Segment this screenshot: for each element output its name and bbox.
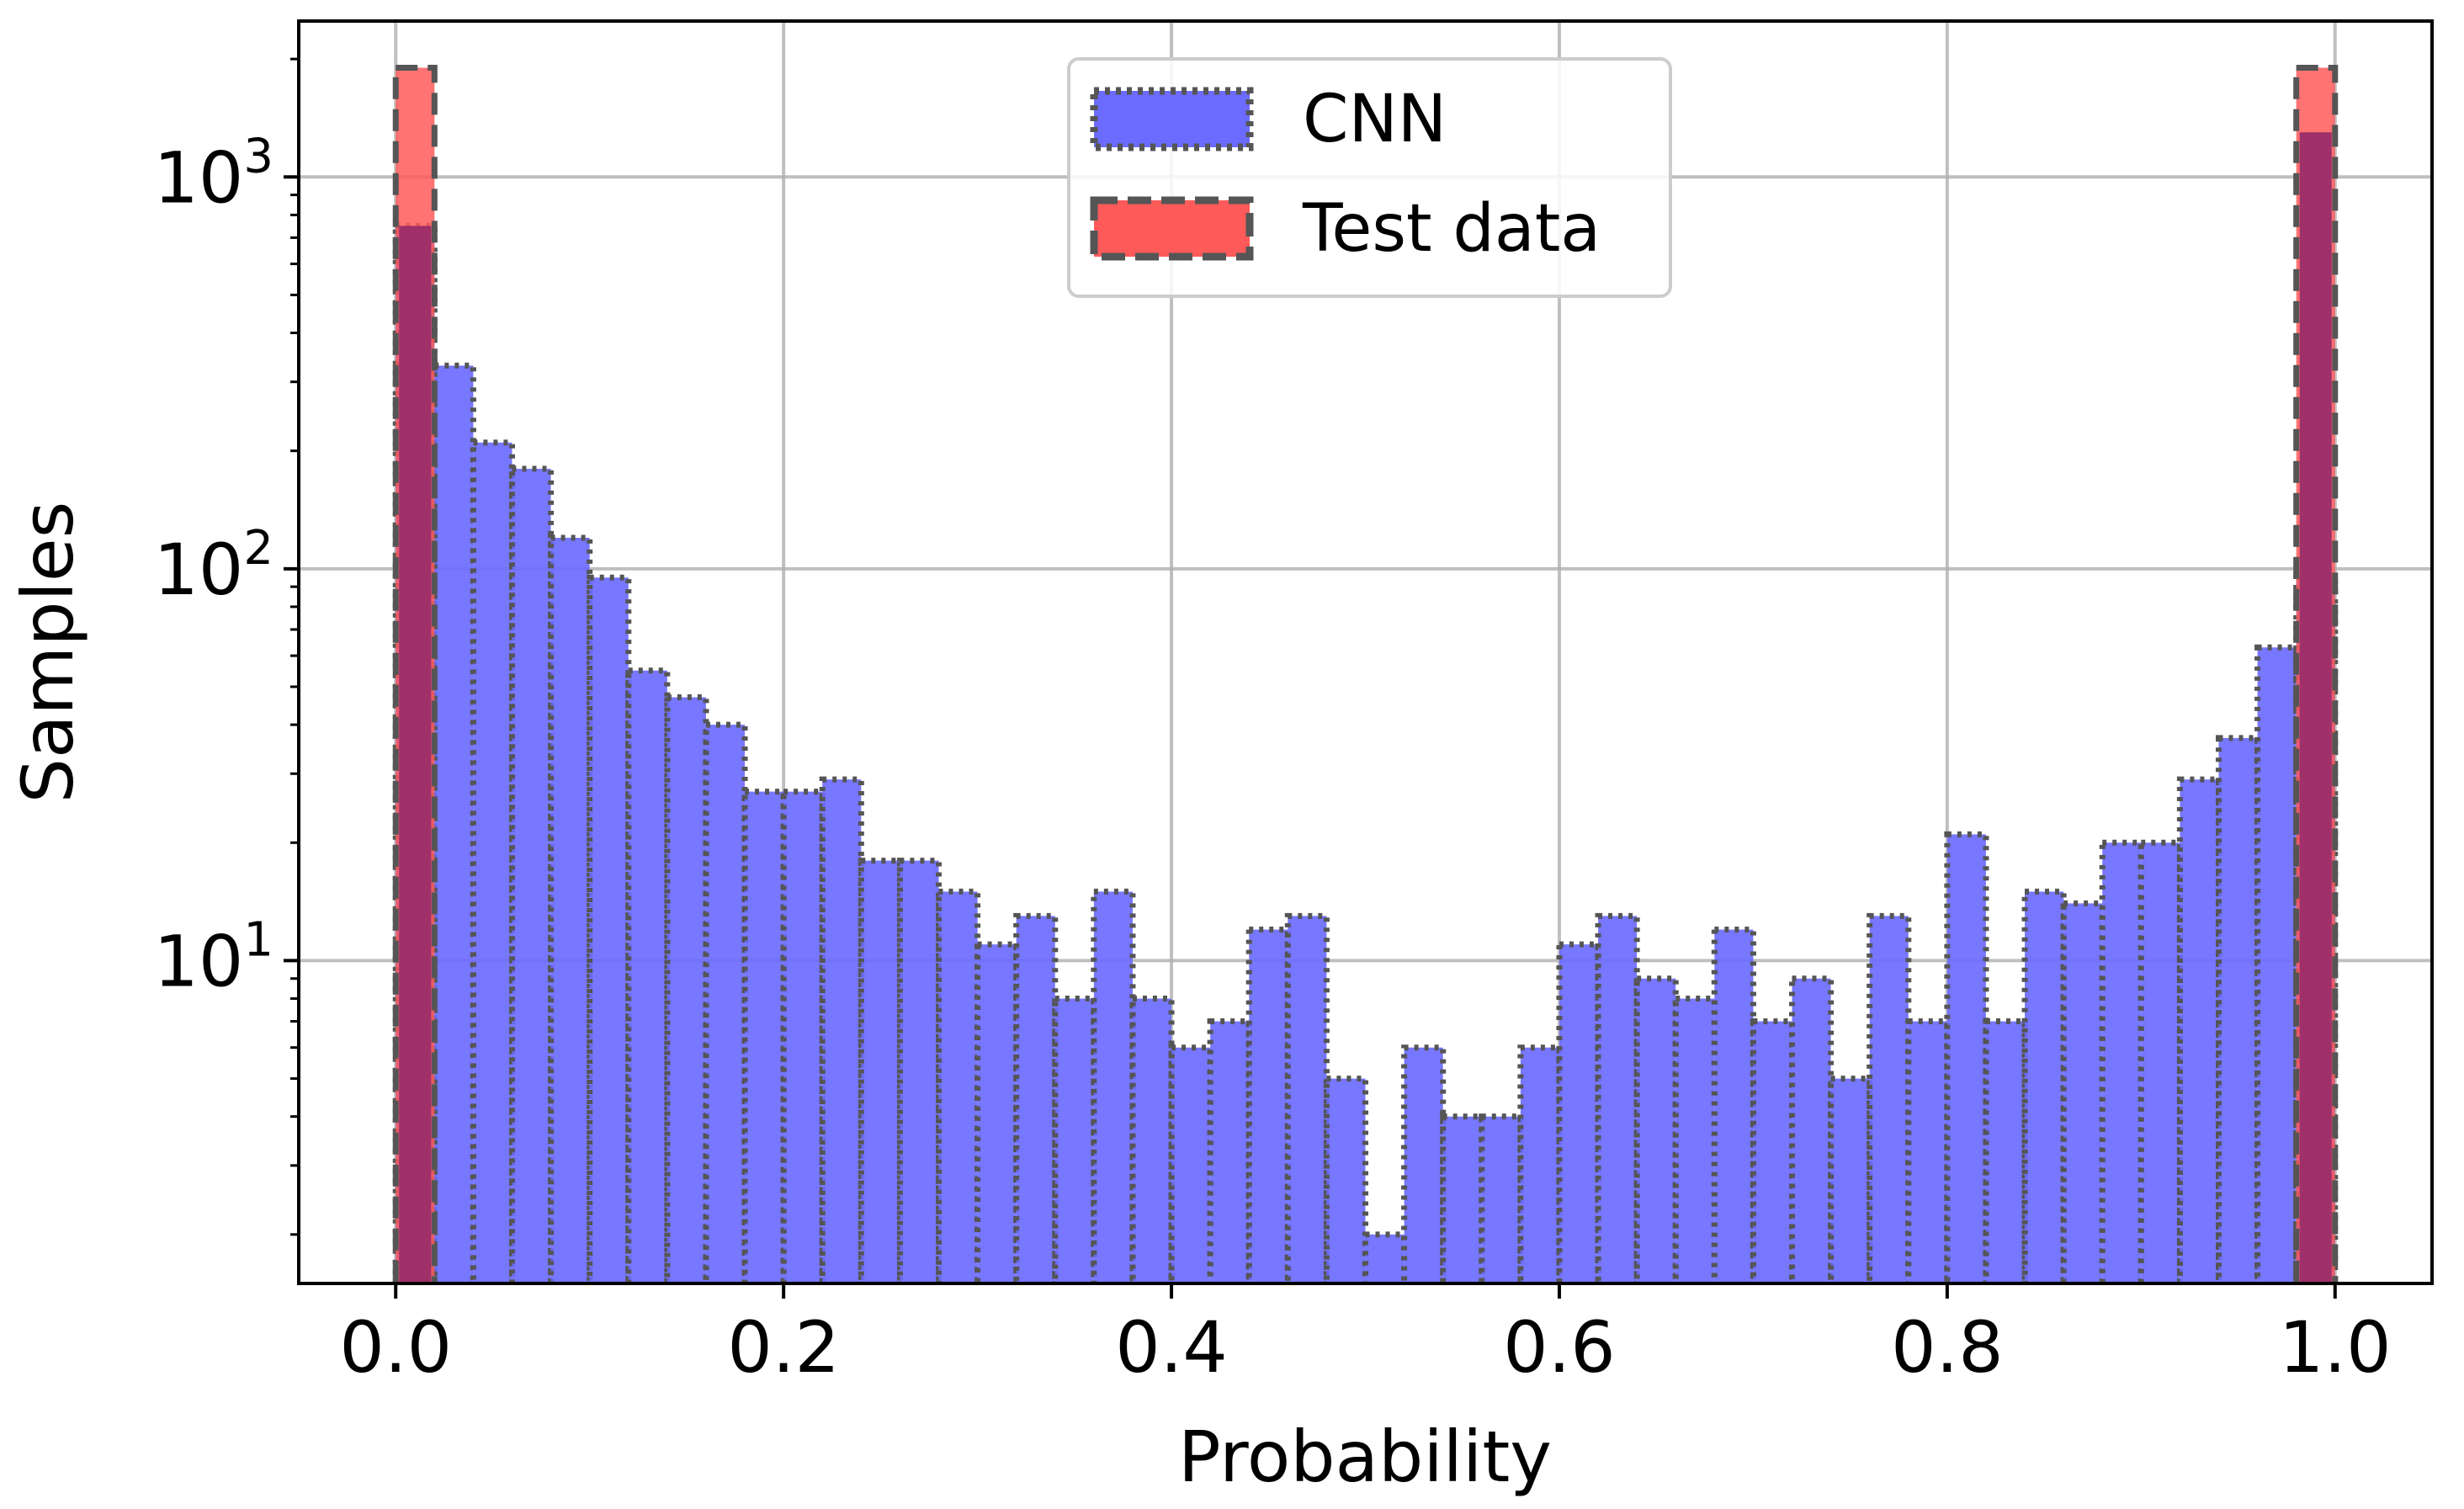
cnn-bar	[2254, 644, 2300, 1283]
cnn-bar	[664, 694, 709, 1283]
cnn-bar	[1633, 975, 1679, 1283]
y-tick-label: 101	[153, 912, 273, 1002]
cnn-bar	[1013, 912, 1059, 1283]
cnn-bar	[1944, 831, 1989, 1283]
cnn-bar	[780, 789, 826, 1283]
cnn-bar	[1129, 996, 1175, 1283]
cnn-bar	[1905, 1018, 1951, 1283]
overlap-bar	[399, 226, 432, 1283]
cnn-bar	[1440, 1113, 1485, 1283]
cnn-bar	[470, 439, 516, 1283]
cnn-bar	[2176, 776, 2222, 1283]
cnn-bar	[1517, 1044, 1563, 1283]
cnn-bar	[896, 858, 942, 1283]
x-tick-label: 0.6	[1503, 1306, 1616, 1389]
cnn-bar	[1091, 888, 1136, 1283]
y-tick-label: 103	[153, 129, 273, 219]
x-tick-label: 1.0	[2279, 1306, 2392, 1389]
cnn-bar	[858, 858, 903, 1283]
cnn-bar	[1284, 912, 1330, 1283]
x-tick-label: 0.0	[339, 1306, 452, 1389]
plot-frame	[297, 19, 2434, 1285]
cnn-bar	[1789, 975, 1835, 1283]
cnn-bar	[587, 574, 632, 1283]
cnn-bar	[1479, 1113, 1524, 1283]
legend: CNN Test data	[1067, 57, 1672, 298]
legend-label-test-data: Test data	[1302, 191, 1601, 267]
cnn-bar	[1595, 912, 1640, 1283]
x-axis-title: Probability	[1178, 1416, 1552, 1498]
cnn-bar	[1828, 1076, 1873, 1283]
ticks-layer: 0.0 0.2 0.4 0.6 0.8 1.0 101 102 103	[153, 57, 2392, 1389]
cnn-bar	[1362, 1231, 1408, 1283]
legend-label-cnn: CNN	[1303, 82, 1447, 157]
cnn-bar	[2216, 735, 2261, 1283]
cnn-bar	[1750, 1018, 1796, 1283]
cnn-bar	[2060, 900, 2106, 1283]
cnn-bar	[703, 721, 748, 1283]
cnn-bar	[1556, 941, 1601, 1283]
cnn-bar	[1207, 1018, 1252, 1283]
cnn-bar	[2137, 839, 2183, 1283]
cnn-bar	[974, 941, 1020, 1283]
cnn-bar	[1168, 1044, 1213, 1283]
cnn-bar	[1245, 927, 1291, 1283]
cnn-bar	[431, 362, 476, 1283]
x-tick-label: 0.2	[727, 1306, 840, 1389]
cnn-bar	[1711, 927, 1756, 1283]
cnn-bar	[625, 667, 671, 1283]
cnn-bar	[2099, 839, 2144, 1283]
cnn-bar	[936, 888, 981, 1283]
x-tick-label: 0.8	[1891, 1306, 2004, 1389]
x-tick-label: 0.4	[1115, 1306, 1228, 1389]
cnn-bar	[2021, 888, 2067, 1283]
cnn-bar	[1323, 1076, 1368, 1283]
y-axis-title: Samples	[7, 502, 89, 804]
cnn-bar	[819, 776, 864, 1283]
cnn-bar	[1867, 912, 1912, 1283]
legend-swatch-cnn	[1090, 87, 1254, 151]
overlap-bar	[2299, 132, 2332, 1283]
cnn-bar	[509, 465, 555, 1283]
cnn-bar	[1401, 1044, 1447, 1283]
bars-layer	[392, 64, 2339, 1283]
cnn-bar	[1052, 996, 1097, 1283]
cnn-bar	[741, 789, 787, 1283]
cnn-bar	[548, 534, 593, 1283]
cnn-bar	[1983, 1018, 2028, 1283]
cnn-bar	[1672, 996, 1718, 1283]
y-tick-label: 102	[153, 521, 273, 611]
legend-swatch-test-data	[1090, 196, 1254, 261]
